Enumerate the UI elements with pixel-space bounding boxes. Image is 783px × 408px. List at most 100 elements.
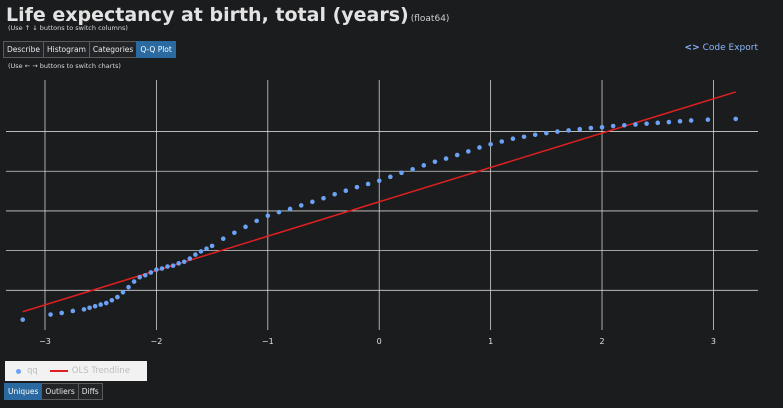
qq-point — [48, 312, 53, 317]
qq-point — [181, 259, 187, 265]
qq-point — [193, 252, 198, 257]
qq-point — [443, 156, 449, 161]
code-export-label: Code Export — [702, 43, 758, 53]
qq-point — [137, 274, 142, 280]
qq-point — [532, 132, 538, 138]
column-title: Life expectancy at birth, total (years) — [6, 4, 409, 26]
chart-switch-hint: (Use ← → buttons to switch charts) — [8, 62, 121, 70]
qq-point — [666, 119, 672, 125]
tab-describe[interactable]: Describe — [3, 41, 44, 58]
qq-point — [126, 284, 131, 290]
qq-point — [232, 230, 237, 236]
qq-point — [310, 199, 315, 205]
qq-point — [599, 124, 605, 130]
dtype-label: (float64) — [410, 14, 450, 24]
qq-point — [421, 163, 427, 168]
x-tick-label: 0 — [377, 337, 382, 346]
qq-point — [109, 297, 115, 303]
qq-marker-icon — [16, 368, 21, 374]
legend[interactable]: qq OLS Trendline — [5, 361, 147, 381]
qq-plot[interactable]: −3 −2 −1 0 1 2 3 — [0, 74, 783, 354]
qq-point — [488, 141, 493, 147]
tab-uniques[interactable]: Uniques — [4, 383, 43, 400]
tab-diffs[interactable]: Diffs — [77, 383, 103, 400]
x-tick-label: 3 — [711, 337, 716, 346]
trendline-layer — [22, 91, 736, 313]
qq-point — [81, 307, 87, 312]
qq-point — [633, 122, 638, 127]
qq-point — [59, 310, 65, 316]
tab-histogram[interactable]: Histogram — [42, 41, 90, 58]
qq-point — [115, 294, 120, 300]
legend-trend-label: OLS Trendline — [71, 366, 130, 376]
qq-point — [705, 117, 711, 122]
qq-point — [399, 170, 404, 176]
x-tick-label: 1 — [488, 337, 493, 346]
qq-point — [354, 184, 360, 190]
qq-point — [276, 209, 282, 215]
qq-point — [265, 213, 271, 219]
code-icon: <> — [684, 43, 700, 53]
qq-point — [588, 125, 594, 131]
grid-layer — [6, 80, 758, 330]
qq-point — [332, 191, 337, 197]
qq-point — [454, 152, 460, 158]
qq-point — [555, 129, 560, 134]
qq-point — [165, 264, 170, 269]
qq-point — [677, 118, 683, 124]
qq-point — [98, 302, 103, 307]
qq-point — [170, 263, 176, 269]
tab-outliers[interactable]: Outliers — [41, 383, 79, 400]
qq-point — [287, 206, 293, 212]
qq-point — [544, 130, 549, 136]
qq-point — [644, 121, 649, 126]
qq-point — [159, 266, 165, 271]
qq-point — [376, 178, 382, 184]
qq-point — [388, 174, 393, 180]
qq-point — [154, 267, 159, 272]
qq-point — [610, 123, 616, 129]
x-tick-label: −1 — [262, 337, 274, 346]
qq-point — [577, 126, 583, 132]
qq-point — [20, 317, 26, 322]
qq-point — [655, 120, 661, 126]
column-title-row: Life expectancy at birth, total (years)(… — [6, 4, 449, 26]
qq-point — [176, 261, 181, 266]
qq-point — [142, 272, 148, 278]
bottom-tabs: Uniques Outliers Diffs — [4, 383, 103, 400]
x-tick-label: 2 — [599, 337, 604, 346]
qq-point — [243, 224, 248, 230]
qq-point — [92, 303, 98, 309]
trendline-marker-icon — [49, 370, 68, 372]
qq-point — [321, 195, 326, 201]
column-switch-hint: (Use ↑ ↓ buttons to switch columns) — [8, 24, 128, 32]
qq-point — [410, 166, 415, 172]
qq-point — [688, 118, 694, 123]
qq-point — [566, 128, 571, 133]
qq-point — [365, 181, 371, 187]
qq-point — [466, 149, 471, 154]
qq-point — [432, 159, 438, 165]
tab-qq-plot[interactable]: Q-Q Plot — [136, 41, 176, 58]
legend-qq-label: qq — [27, 366, 38, 376]
qq-point — [521, 134, 527, 140]
qq-point — [120, 290, 126, 295]
tab-categories[interactable]: Categories — [88, 41, 138, 58]
qq-point — [187, 256, 193, 261]
qq-point — [622, 122, 627, 128]
qq-point — [343, 188, 349, 194]
qq-point — [198, 249, 204, 254]
x-tick-label: −2 — [151, 337, 163, 346]
qq-point — [510, 136, 516, 142]
qq-point — [499, 139, 505, 144]
qq-point — [209, 243, 215, 249]
qq-point — [87, 305, 92, 311]
qq-point — [298, 203, 304, 208]
qq-point — [204, 246, 209, 251]
qq-point — [131, 279, 137, 284]
chart-tabs: Describe Histogram Categories Q-Q Plot — [3, 41, 176, 58]
qq-point — [254, 218, 259, 224]
code-export-link[interactable]: <> Code Export — [685, 43, 758, 53]
x-tick-label: −3 — [39, 337, 51, 346]
qq-point — [477, 145, 482, 150]
